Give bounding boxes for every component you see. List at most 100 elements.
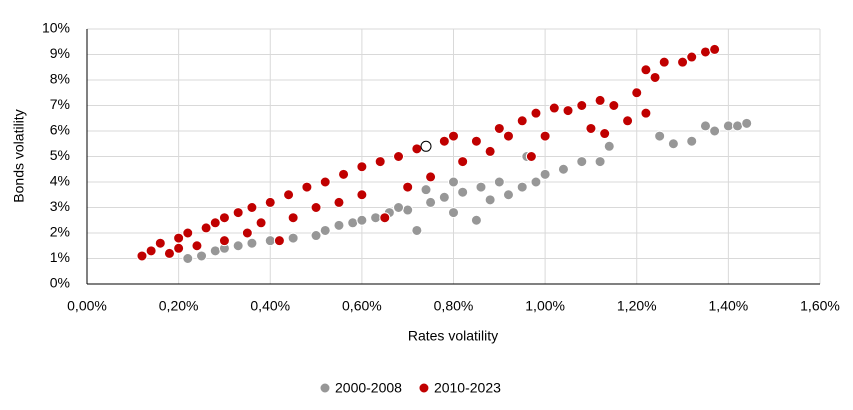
point [411, 224, 423, 236]
y-tick-label: 10% [42, 20, 70, 36]
y-tick-label: 7% [50, 96, 70, 112]
point [218, 235, 230, 247]
point [136, 250, 148, 262]
point [438, 191, 450, 203]
point [182, 253, 194, 264]
point [301, 181, 313, 193]
point [640, 107, 652, 119]
point [338, 168, 350, 180]
point [310, 202, 322, 213]
point [448, 130, 459, 142]
point [232, 240, 244, 252]
point [699, 46, 711, 58]
point [379, 212, 391, 224]
point [603, 140, 615, 152]
point [393, 202, 405, 213]
point [475, 181, 487, 193]
point [470, 135, 482, 147]
point [709, 43, 721, 55]
point [241, 227, 253, 239]
point [585, 122, 597, 134]
point [356, 214, 368, 226]
point [667, 138, 679, 150]
y-tick-label: 6% [50, 122, 70, 138]
point [182, 227, 194, 239]
point [333, 219, 345, 231]
point [255, 217, 267, 229]
point [709, 125, 721, 137]
point [287, 212, 299, 224]
point [374, 156, 386, 168]
x-axis-label: Rates volatility [408, 328, 498, 344]
point [310, 230, 322, 242]
point [173, 232, 185, 244]
point [677, 56, 689, 68]
point [154, 237, 166, 249]
x-tick-label: 0,40% [250, 298, 290, 314]
point [649, 71, 661, 83]
point [470, 214, 482, 226]
point [548, 102, 560, 114]
point [196, 250, 208, 262]
point [232, 207, 244, 219]
x-tick-label: 1,00% [525, 298, 565, 314]
y-tick-label: 0% [50, 275, 70, 291]
point [347, 217, 359, 229]
point [438, 135, 450, 147]
x-tick-label: 1,60% [800, 298, 840, 314]
legend-marker [319, 382, 331, 394]
point [741, 117, 753, 129]
y-tick-label: 8% [50, 71, 70, 87]
point [530, 107, 542, 119]
point [686, 51, 698, 63]
y-axis-label: Bonds volatility [11, 109, 27, 202]
point [732, 120, 744, 132]
point [448, 176, 459, 188]
point [425, 196, 437, 208]
x-tick-label: 0,60% [342, 298, 382, 314]
point [273, 235, 285, 247]
legend-label: 2010-2023 [434, 380, 501, 396]
point [218, 212, 230, 224]
point [319, 176, 331, 188]
point [200, 222, 212, 234]
point [356, 189, 368, 201]
point [493, 122, 505, 134]
point [457, 186, 469, 198]
point [457, 156, 469, 168]
point [246, 202, 258, 213]
point [264, 235, 276, 247]
x-tick-label: 1,40% [709, 298, 749, 314]
point [658, 56, 670, 68]
y-tick-label: 9% [50, 45, 70, 61]
point [370, 212, 382, 224]
point [576, 156, 588, 168]
point [402, 204, 414, 216]
point [411, 143, 423, 155]
x-tick-label: 0,00% [67, 298, 107, 314]
y-tick-label: 4% [50, 173, 70, 189]
point [502, 189, 514, 201]
point [525, 151, 537, 162]
point [539, 168, 551, 180]
point [287, 232, 299, 244]
point [557, 163, 569, 175]
point [539, 130, 551, 142]
point [699, 120, 711, 132]
point [333, 196, 345, 208]
point [562, 105, 574, 117]
point [264, 196, 276, 208]
point [640, 64, 652, 76]
x-tick-label: 0,80% [434, 298, 474, 314]
point [209, 217, 221, 229]
point [484, 145, 496, 157]
point [576, 100, 588, 111]
y-tick-label: 2% [50, 224, 70, 240]
point [402, 181, 414, 193]
point [420, 140, 432, 152]
point [594, 156, 606, 168]
point [530, 176, 542, 188]
point [654, 130, 666, 142]
point [173, 242, 185, 254]
